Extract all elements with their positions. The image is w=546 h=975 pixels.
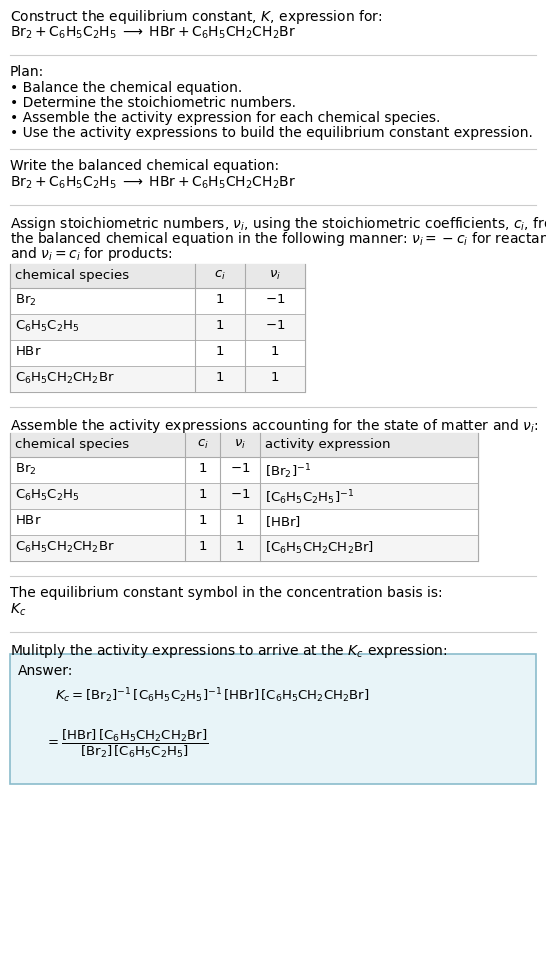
Text: 1: 1 bbox=[198, 488, 207, 501]
Text: Write the balanced chemical equation:: Write the balanced chemical equation: bbox=[10, 159, 279, 173]
Text: $= \dfrac{[\mathrm{HBr}]\,[\mathrm{C_6H_5CH_2CH_2Br}]}{[\mathrm{Br_2}]\,[\mathrm: $= \dfrac{[\mathrm{HBr}]\,[\mathrm{C_6H_… bbox=[45, 728, 208, 761]
Text: • Use the activity expressions to build the equilibrium constant expression.: • Use the activity expressions to build … bbox=[10, 126, 533, 140]
Text: 1: 1 bbox=[198, 462, 207, 475]
Text: $K_c = [\mathrm{Br_2}]^{-1}\,[\mathrm{C_6H_5C_2H_5}]^{-1}\,[\mathrm{HBr}]\,[\mat: $K_c = [\mathrm{Br_2}]^{-1}\,[\mathrm{C_… bbox=[55, 686, 370, 705]
Text: The equilibrium constant symbol in the concentration basis is:: The equilibrium constant symbol in the c… bbox=[10, 586, 443, 600]
Text: chemical species: chemical species bbox=[15, 269, 129, 282]
FancyBboxPatch shape bbox=[10, 654, 536, 784]
FancyBboxPatch shape bbox=[10, 288, 305, 314]
Text: $\mathrm{HBr}$: $\mathrm{HBr}$ bbox=[15, 345, 41, 358]
Text: $\mathrm{Br_2}$: $\mathrm{Br_2}$ bbox=[15, 462, 37, 477]
Text: $-1$: $-1$ bbox=[265, 319, 285, 332]
Text: $\mathrm{C_6H_5CH_2CH_2Br}$: $\mathrm{C_6H_5CH_2CH_2Br}$ bbox=[15, 371, 115, 386]
Text: $[\mathrm{C_6H_5C_2H_5}]^{-1}$: $[\mathrm{C_6H_5C_2H_5}]^{-1}$ bbox=[265, 488, 354, 507]
FancyBboxPatch shape bbox=[10, 535, 478, 561]
Text: $[\mathrm{HBr}]$: $[\mathrm{HBr}]$ bbox=[265, 514, 301, 528]
Text: Assemble the activity expressions accounting for the state of matter and $\nu_i$: Assemble the activity expressions accoun… bbox=[10, 417, 538, 435]
Text: and $\nu_i = c_i$ for products:: and $\nu_i = c_i$ for products: bbox=[10, 245, 173, 263]
Text: $\mathrm{Br_2 + C_6H_5C_2H_5 \;\longrightarrow\; HBr + C_6H_5CH_2CH_2Br}$: $\mathrm{Br_2 + C_6H_5C_2H_5 \;\longrigh… bbox=[10, 175, 296, 191]
Text: 1: 1 bbox=[236, 540, 244, 553]
Text: Assign stoichiometric numbers, $\nu_i$, using the stoichiometric coefficients, $: Assign stoichiometric numbers, $\nu_i$, … bbox=[10, 215, 546, 233]
Text: $\nu_i$: $\nu_i$ bbox=[234, 438, 246, 451]
Text: $c_i$: $c_i$ bbox=[197, 438, 209, 451]
Text: $\mathrm{C_6H_5CH_2CH_2Br}$: $\mathrm{C_6H_5CH_2CH_2Br}$ bbox=[15, 540, 115, 555]
Text: Answer:: Answer: bbox=[18, 664, 73, 678]
Text: $\nu_i$: $\nu_i$ bbox=[269, 269, 281, 282]
Text: activity expression: activity expression bbox=[265, 438, 390, 451]
FancyBboxPatch shape bbox=[10, 366, 305, 392]
Text: • Determine the stoichiometric numbers.: • Determine the stoichiometric numbers. bbox=[10, 96, 296, 110]
FancyBboxPatch shape bbox=[10, 457, 478, 483]
FancyBboxPatch shape bbox=[10, 340, 305, 366]
Text: $-1$: $-1$ bbox=[265, 293, 285, 306]
Text: the balanced chemical equation in the following manner: $\nu_i = -c_i$ for react: the balanced chemical equation in the fo… bbox=[10, 230, 546, 248]
Text: 1: 1 bbox=[216, 319, 224, 332]
Text: $[\mathrm{Br_2}]^{-1}$: $[\mathrm{Br_2}]^{-1}$ bbox=[265, 462, 311, 481]
Text: 1: 1 bbox=[216, 345, 224, 358]
Text: Mulitply the activity expressions to arrive at the $K_c$ expression:: Mulitply the activity expressions to arr… bbox=[10, 642, 447, 660]
Text: $[\mathrm{C_6H_5CH_2CH_2Br}]$: $[\mathrm{C_6H_5CH_2CH_2Br}]$ bbox=[265, 540, 374, 556]
FancyBboxPatch shape bbox=[10, 509, 478, 535]
Text: Plan:: Plan: bbox=[10, 65, 44, 79]
Text: 1: 1 bbox=[236, 514, 244, 527]
Text: 1: 1 bbox=[216, 371, 224, 384]
FancyBboxPatch shape bbox=[10, 264, 305, 392]
Text: 1: 1 bbox=[198, 540, 207, 553]
Text: $-1$: $-1$ bbox=[230, 488, 250, 501]
Text: 1: 1 bbox=[216, 293, 224, 306]
Text: Construct the equilibrium constant, $K$, expression for:: Construct the equilibrium constant, $K$,… bbox=[10, 8, 383, 26]
Text: • Balance the chemical equation.: • Balance the chemical equation. bbox=[10, 81, 242, 95]
Text: $\mathrm{Br_2 + C_6H_5C_2H_5 \;\longrightarrow\; HBr + C_6H_5CH_2CH_2Br}$: $\mathrm{Br_2 + C_6H_5C_2H_5 \;\longrigh… bbox=[10, 25, 296, 41]
Text: • Assemble the activity expression for each chemical species.: • Assemble the activity expression for e… bbox=[10, 111, 441, 125]
Text: $c_i$: $c_i$ bbox=[214, 269, 226, 282]
Text: $-1$: $-1$ bbox=[230, 462, 250, 475]
Text: $\mathrm{C_6H_5C_2H_5}$: $\mathrm{C_6H_5C_2H_5}$ bbox=[15, 488, 80, 503]
Text: $K_c$: $K_c$ bbox=[10, 602, 26, 618]
FancyBboxPatch shape bbox=[10, 433, 478, 561]
Text: 1: 1 bbox=[198, 514, 207, 527]
Text: chemical species: chemical species bbox=[15, 438, 129, 451]
Text: $\mathrm{HBr}$: $\mathrm{HBr}$ bbox=[15, 514, 41, 527]
Text: $\mathrm{Br_2}$: $\mathrm{Br_2}$ bbox=[15, 293, 37, 308]
FancyBboxPatch shape bbox=[10, 314, 305, 340]
FancyBboxPatch shape bbox=[10, 483, 478, 509]
Text: 1: 1 bbox=[271, 371, 279, 384]
Text: 1: 1 bbox=[271, 345, 279, 358]
FancyBboxPatch shape bbox=[10, 433, 478, 457]
FancyBboxPatch shape bbox=[10, 264, 305, 288]
Text: $\mathrm{C_6H_5C_2H_5}$: $\mathrm{C_6H_5C_2H_5}$ bbox=[15, 319, 80, 334]
